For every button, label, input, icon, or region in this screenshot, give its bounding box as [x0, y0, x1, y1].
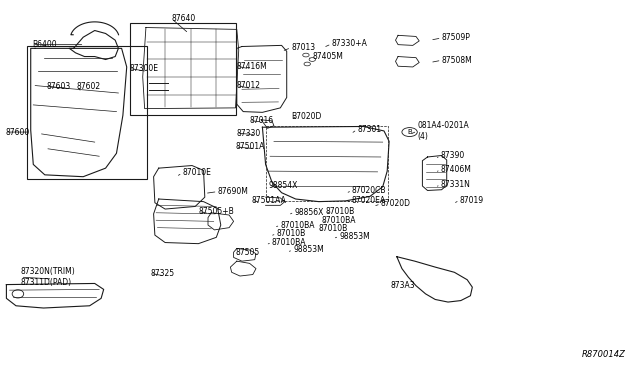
Text: 98856X: 98856X: [294, 208, 324, 217]
Text: 87509P: 87509P: [442, 33, 470, 42]
Text: 87010BA: 87010BA: [280, 221, 315, 230]
Text: 87020CB: 87020CB: [352, 186, 387, 195]
Text: 87325: 87325: [150, 269, 175, 278]
Text: 87016: 87016: [250, 116, 274, 125]
Text: 87012: 87012: [237, 81, 261, 90]
Text: 87416M: 87416M: [237, 62, 268, 71]
Text: 87640: 87640: [172, 14, 196, 23]
Text: 87390: 87390: [440, 151, 465, 160]
Text: 87010BA: 87010BA: [272, 238, 307, 247]
Text: 87505: 87505: [236, 248, 260, 257]
Text: 87010BA: 87010BA: [322, 216, 356, 225]
Text: B6400: B6400: [32, 40, 56, 49]
Text: 873A3: 873A3: [390, 281, 415, 290]
Bar: [266, 126, 388, 201]
Text: 87010B: 87010B: [276, 229, 306, 238]
Text: 98854X: 98854X: [269, 181, 298, 190]
Text: 87501A: 87501A: [236, 142, 265, 151]
Text: 081A4-0201A
(4): 081A4-0201A (4): [417, 121, 469, 141]
Bar: [130, 23, 236, 115]
Text: 87501AA: 87501AA: [252, 196, 286, 205]
Text: 87330: 87330: [237, 129, 261, 138]
Text: 98853M: 98853M: [339, 232, 370, 241]
Text: 87010B: 87010B: [325, 207, 355, 216]
Bar: [27, 46, 147, 179]
Text: 87405M: 87405M: [312, 52, 343, 61]
Text: 87020D: 87020D: [381, 199, 411, 208]
Text: 87300E: 87300E: [129, 64, 158, 73]
Text: B7020D: B7020D: [291, 112, 321, 121]
Text: 98853M: 98853M: [293, 246, 324, 254]
Text: 87600: 87600: [5, 128, 29, 137]
Text: 87330+A: 87330+A: [332, 39, 367, 48]
Text: 87406M: 87406M: [440, 165, 471, 174]
Text: 87690M: 87690M: [218, 187, 248, 196]
Text: 87602: 87602: [77, 82, 101, 91]
Text: 87010E: 87010E: [182, 169, 211, 177]
Text: R870014Z: R870014Z: [582, 350, 626, 359]
Text: 87010B: 87010B: [318, 224, 348, 233]
Text: 87331N: 87331N: [440, 180, 470, 189]
Text: 87505+B: 87505+B: [198, 207, 234, 216]
Text: B: B: [407, 129, 412, 135]
Text: 87301: 87301: [357, 125, 381, 134]
Text: 87020EA: 87020EA: [352, 196, 386, 205]
Text: 87019: 87019: [460, 196, 484, 205]
Text: 87320N(TRIM)
87311D(PAD): 87320N(TRIM) 87311D(PAD): [20, 267, 76, 287]
Text: 87013: 87013: [291, 43, 316, 52]
Text: 87603: 87603: [47, 82, 71, 91]
Text: 87508M: 87508M: [442, 56, 472, 65]
